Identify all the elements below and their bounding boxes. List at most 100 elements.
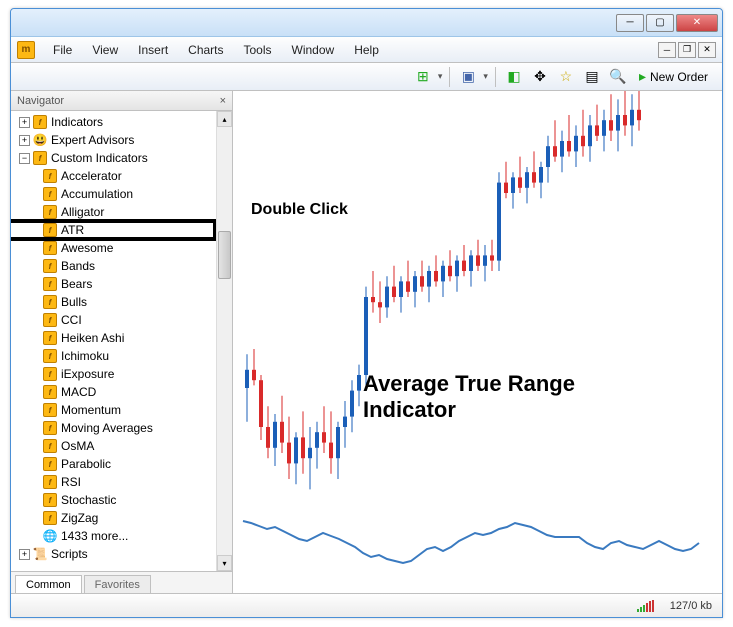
fx-icon: f [43,169,57,183]
candlestick-chart [233,91,721,591]
fx-icon: f [43,493,57,507]
fx-icon: f [33,151,47,165]
minimize-button[interactable]: ─ [616,14,644,32]
globe-icon: 🌐 [43,529,57,543]
tree-item-iexposure[interactable]: f iExposure [15,365,216,383]
new-order-button[interactable]: ▸ New Order [633,66,714,87]
tree-label: Heiken Ashi [61,331,124,345]
menu-view[interactable]: View [82,39,128,61]
scroll-thumb[interactable] [218,231,231,279]
tree-label: MACD [61,385,96,399]
tree-label: RSI [61,475,81,489]
crosshair-icon[interactable]: ✥ [529,66,551,88]
tree-item-custom-indicators[interactable]: − f Custom Indicators [15,149,216,167]
terminal-icon[interactable]: ▤ [581,66,603,88]
tree-label: Moving Averages [61,421,153,435]
tree-item-scripts[interactable]: + 📜 Scripts [15,545,216,563]
tree-item-accelerator[interactable]: f Accelerator [15,167,216,185]
menubar: m File View Insert Charts Tools Window H… [11,37,722,63]
navigator-title: Navigator [17,95,64,107]
tree-item-bears[interactable]: f Bears [15,275,216,293]
fx-icon: f [43,457,57,471]
fx-icon: f [43,313,57,327]
new-order-icon: ▸ [639,68,646,85]
navigator-icon[interactable]: ☆ [555,66,577,88]
profiles-icon[interactable]: ▣ [457,66,479,88]
scroll-up-button[interactable]: ▴ [217,111,232,127]
tree-item-stochastic[interactable]: fStochastic [15,491,216,509]
close-button[interactable]: ✕ [676,14,718,32]
tree-label: Parabolic [61,457,111,471]
tree-item-ichimoku[interactable]: fIchimoku [15,347,216,365]
menu-tools[interactable]: Tools [234,39,282,61]
fx-icon: f [43,349,57,363]
scrollbar[interactable]: ▴ ▾ [216,111,232,571]
tree-item-moving-averages[interactable]: f Moving Averages [15,419,216,437]
menu-file[interactable]: File [43,39,82,61]
fx-icon: f [43,277,57,291]
fx-icon: f [43,295,57,309]
tree-item-atr[interactable]: fATR [15,221,216,239]
scroll-down-button[interactable]: ▾ [217,555,232,571]
atr-title-annotation-1: Average True Range [363,371,575,397]
tree-item-osma[interactable]: fOsMA [15,437,216,455]
tab-common[interactable]: Common [15,575,82,594]
tree-item-heiken-ashi[interactable]: fHeiken Ashi [15,329,216,347]
tree-label: Accelerator [61,169,122,183]
tree-item-indicators[interactable]: + f Indicators [15,113,216,131]
tree-item-rsi[interactable]: f RSI [15,473,216,491]
statusbar: 127/0 kb [11,593,722,617]
tree-label: 1433 more... [61,529,128,543]
fx-icon: f [43,205,57,219]
tree-label: Bands [61,259,95,273]
fx-icon: f [43,367,57,381]
tab-favorites[interactable]: Favorites [84,575,151,594]
navigator-panel: Navigator × + f Indicators + 😃 Expert [11,91,233,593]
collapse-toggle[interactable]: − [19,153,30,164]
tree-item-accumulation[interactable]: fAccumulation [15,185,216,203]
tree-item-awesome[interactable]: fAwesome [15,239,216,257]
tree-label: Bears [61,277,92,291]
menu-help[interactable]: Help [344,39,389,61]
tree-label: Awesome [61,241,113,255]
expand-toggle[interactable]: + [19,117,30,128]
navigator-close-button[interactable]: × [220,95,226,107]
maximize-button[interactable]: ▢ [646,14,674,32]
tree-label: iExposure [61,367,114,381]
tree-item-expert-advisors[interactable]: + 😃 Expert Advisors [15,131,216,149]
tree-item-cci[interactable]: fCCI [15,311,216,329]
navigator-titlebar: Navigator × [11,91,232,111]
mdi-restore-button[interactable]: ❐ [678,42,696,58]
menu-window[interactable]: Window [282,39,345,61]
expand-toggle[interactable]: + [19,135,30,146]
tree-label: ATR [61,223,84,237]
chart-area[interactable]: Double Click Average True Range Indicato… [233,91,722,593]
tree-label: Scripts [51,547,88,561]
mdi-minimize-button[interactable]: ─ [658,42,676,58]
new-chart-icon[interactable]: ⊞ [412,66,434,88]
strategy-tester-icon[interactable]: 🔍 [607,66,629,88]
tree-item-momentum[interactable]: fMomentum [15,401,216,419]
fx-icon: f [43,475,57,489]
tree-item-zigzag[interactable]: fZigZag [15,509,216,527]
menu-insert[interactable]: Insert [128,39,178,61]
tree-label: Accumulation [61,187,133,201]
atr-title-annotation-2: Indicator [363,397,456,423]
fx-icon: f [43,421,57,435]
market-watch-icon[interactable]: ◧ [503,66,525,88]
tree-label: Indicators [51,115,103,129]
tree-item-macd[interactable]: fMACD [15,383,216,401]
mdi-close-button[interactable]: ✕ [698,42,716,58]
toolbar: ⊞ ▾ ▣ ▾ ◧ ✥ ☆ ▤ 🔍 ▸ New Order [11,63,722,91]
tree-item-parabolic[interactable]: f Parabolic [15,455,216,473]
menu-charts[interactable]: Charts [178,39,233,61]
fx-icon: f [43,439,57,453]
tree-label: Alligator [61,205,104,219]
tree-item-more[interactable]: 🌐 1433 more... [15,527,216,545]
tree-item-bands[interactable]: fBands [15,257,216,275]
navigator-tree[interactable]: + f Indicators + 😃 Expert Advisors − f [11,111,216,571]
expand-toggle[interactable]: + [19,549,30,560]
tree-item-alligator[interactable]: f Alligator [15,203,216,221]
fx-icon: f [33,115,47,129]
tree-item-bulls[interactable]: fBulls [15,293,216,311]
